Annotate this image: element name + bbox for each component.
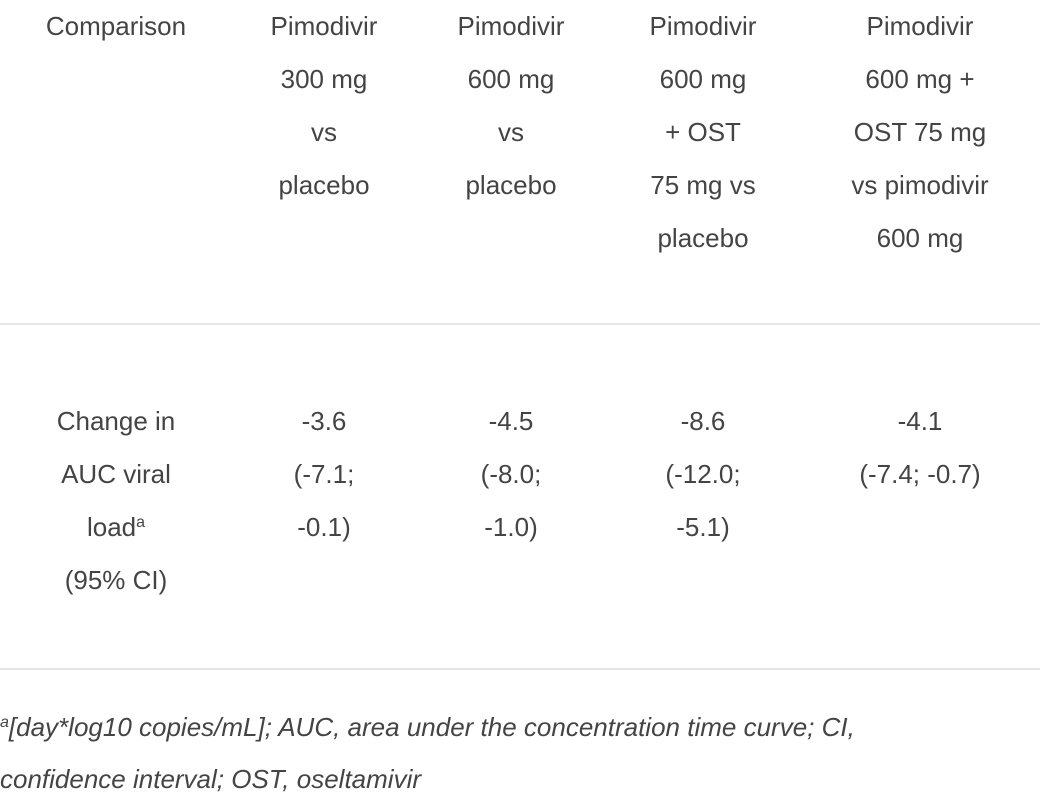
header-line: 75 mg vs <box>650 170 756 200</box>
footnote-line: a[day*log10 copies/mL]; AUC, area under … <box>0 701 1040 753</box>
value-line: -1.0) <box>484 512 538 542</box>
header-line: Comparison <box>45 11 187 41</box>
header-line: placebo <box>657 223 749 253</box>
table-row: Change in AUC viral loada (95% CI) -3.6 … <box>0 324 1040 670</box>
header-line: vs <box>498 117 524 147</box>
value-cell: -3.6 (-7.1; -0.1) <box>232 324 416 670</box>
row-label-line: (95% CI) <box>64 565 168 595</box>
header-line: vs pimodivir <box>851 170 989 200</box>
value-line: (-7.1; <box>293 459 355 489</box>
footnote-marker: a <box>136 514 146 531</box>
header-line: Pimodivir <box>457 11 565 41</box>
value-line: -4.1 <box>897 406 943 436</box>
header-line: placebo <box>278 170 370 200</box>
table-header: Comparison Pimodivir 300 mg vs placebo P… <box>0 0 1040 325</box>
footnote-marker: a <box>0 714 9 731</box>
value-cell: -4.1 (-7.4; -0.7) <box>800 324 1040 670</box>
footnote-text: [day*log10 copies/mL]; AUC, area under t… <box>8 712 855 742</box>
header-line: Pimodivir <box>866 11 974 41</box>
header-pimodivir-ost-vs-placebo: Pimodivir 600 mg + OST 75 mg vs placebo <box>606 0 800 325</box>
row-label-cell: Change in AUC viral loada (95% CI) <box>0 324 232 670</box>
header-line: OST 75 mg <box>853 117 987 147</box>
header-line: vs <box>311 117 337 147</box>
value-line: -3.6 <box>301 406 347 436</box>
results-table-container: Comparison Pimodivir 300 mg vs placebo P… <box>0 0 1040 670</box>
value-line: -4.5 <box>488 406 534 436</box>
header-pimodivir-ost-vs-pimodivir: Pimodivir 600 mg + OST 75 mg vs pimodivi… <box>800 0 1040 325</box>
header-line: 300 mg <box>280 64 368 94</box>
footnote-line: confidence interval; OST, oseltamivir <box>0 764 422 794</box>
header-line: + OST <box>665 117 741 147</box>
header-line: 600 mg <box>876 223 964 253</box>
row-label-text: load <box>86 512 137 542</box>
header-comparison: Comparison <box>0 0 232 325</box>
value-cell: -4.5 (-8.0; -1.0) <box>416 324 606 670</box>
table-footnote: a[day*log10 copies/mL]; AUC, area under … <box>0 701 1040 805</box>
header-row: Comparison Pimodivir 300 mg vs placebo P… <box>0 0 1040 325</box>
header-line: 600 mg <box>467 64 555 94</box>
value-line: (-12.0; <box>665 459 741 489</box>
header-line: placebo <box>465 170 557 200</box>
table-body: Change in AUC viral loada (95% CI) -3.6 … <box>0 324 1040 670</box>
comparison-table: Comparison Pimodivir 300 mg vs placebo P… <box>0 0 1040 670</box>
value-line: (-7.4; -0.7) <box>859 459 981 489</box>
row-label-line: loada <box>0 501 232 554</box>
value-line: -5.1) <box>676 512 730 542</box>
row-label-line: Change in <box>56 406 176 436</box>
value-line: -0.1) <box>297 512 351 542</box>
header-line: Pimodivir <box>649 11 757 41</box>
header-line: 600 mg <box>659 64 747 94</box>
row-label-line: AUC viral <box>61 459 171 489</box>
value-line: (-8.0; <box>480 459 542 489</box>
value-line: -8.6 <box>680 406 726 436</box>
header-pimodivir-600-vs-placebo: Pimodivir 600 mg vs placebo <box>416 0 606 325</box>
header-line: Pimodivir <box>270 11 378 41</box>
header-line: 600 mg + <box>865 64 975 94</box>
value-cell: -8.6 (-12.0; -5.1) <box>606 324 800 670</box>
header-pimodivir-300-vs-placebo: Pimodivir 300 mg vs placebo <box>232 0 416 325</box>
